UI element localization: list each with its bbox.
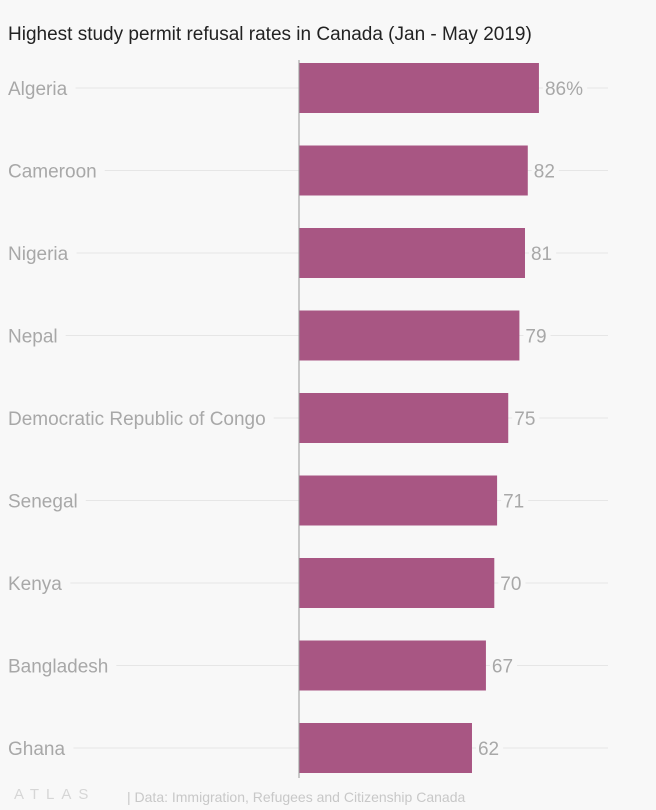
bar xyxy=(299,145,528,196)
value-label: 86% xyxy=(545,79,583,100)
value-background xyxy=(531,158,559,183)
value-background xyxy=(475,736,504,760)
category-label: Bangladesh xyxy=(8,657,108,678)
bar xyxy=(299,393,509,443)
value-label: 81 xyxy=(531,244,552,265)
value-label: 70 xyxy=(500,574,521,595)
category-label: Ghana xyxy=(8,739,65,760)
label-background xyxy=(6,651,117,680)
atlas-logo: ATLAS xyxy=(14,786,96,803)
value-label: 62 xyxy=(478,739,499,760)
label-background xyxy=(6,156,105,185)
value-label: 79 xyxy=(525,327,546,348)
category-label: Nepal xyxy=(8,327,58,348)
category-label: Senegal xyxy=(8,492,78,513)
value-label: 71 xyxy=(503,492,524,513)
value-background xyxy=(498,571,526,595)
label-background xyxy=(6,239,77,267)
label-background xyxy=(6,321,66,350)
bar xyxy=(299,640,486,691)
category-label: Democratic Republic of Congo xyxy=(8,409,266,430)
label-background xyxy=(6,569,71,597)
value-background xyxy=(523,323,551,348)
bar xyxy=(299,228,525,278)
bar xyxy=(299,310,520,361)
category-label: Cameroon xyxy=(8,162,97,183)
label-background xyxy=(6,486,86,515)
bar xyxy=(299,558,495,608)
bar xyxy=(299,723,472,773)
chart-title: Highest study permit refusal rates in Ca… xyxy=(8,24,532,45)
category-label: Kenya xyxy=(8,574,62,595)
category-label: Nigeria xyxy=(8,244,69,265)
bar xyxy=(299,63,539,113)
value-background xyxy=(528,241,557,265)
label-background xyxy=(6,74,76,102)
value-label: 75 xyxy=(514,409,535,430)
value-background xyxy=(542,76,588,100)
value-background xyxy=(512,406,540,430)
value-background xyxy=(501,488,529,513)
category-label: Algeria xyxy=(8,79,68,100)
label-background xyxy=(6,734,74,762)
value-background xyxy=(489,653,518,678)
value-label: 82 xyxy=(534,162,555,183)
value-label: 67 xyxy=(492,657,513,678)
label-background xyxy=(6,404,274,432)
source-note: | Data: Immigration, Refugees and Citize… xyxy=(127,789,466,805)
bar xyxy=(299,475,498,526)
